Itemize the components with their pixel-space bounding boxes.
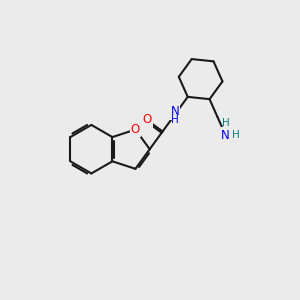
Text: O: O [142,113,151,126]
Text: N: N [170,105,179,118]
Text: O: O [131,123,140,136]
Text: H: H [232,130,240,140]
Text: H: H [222,118,230,128]
Text: H: H [171,116,179,125]
Text: N: N [221,128,230,142]
